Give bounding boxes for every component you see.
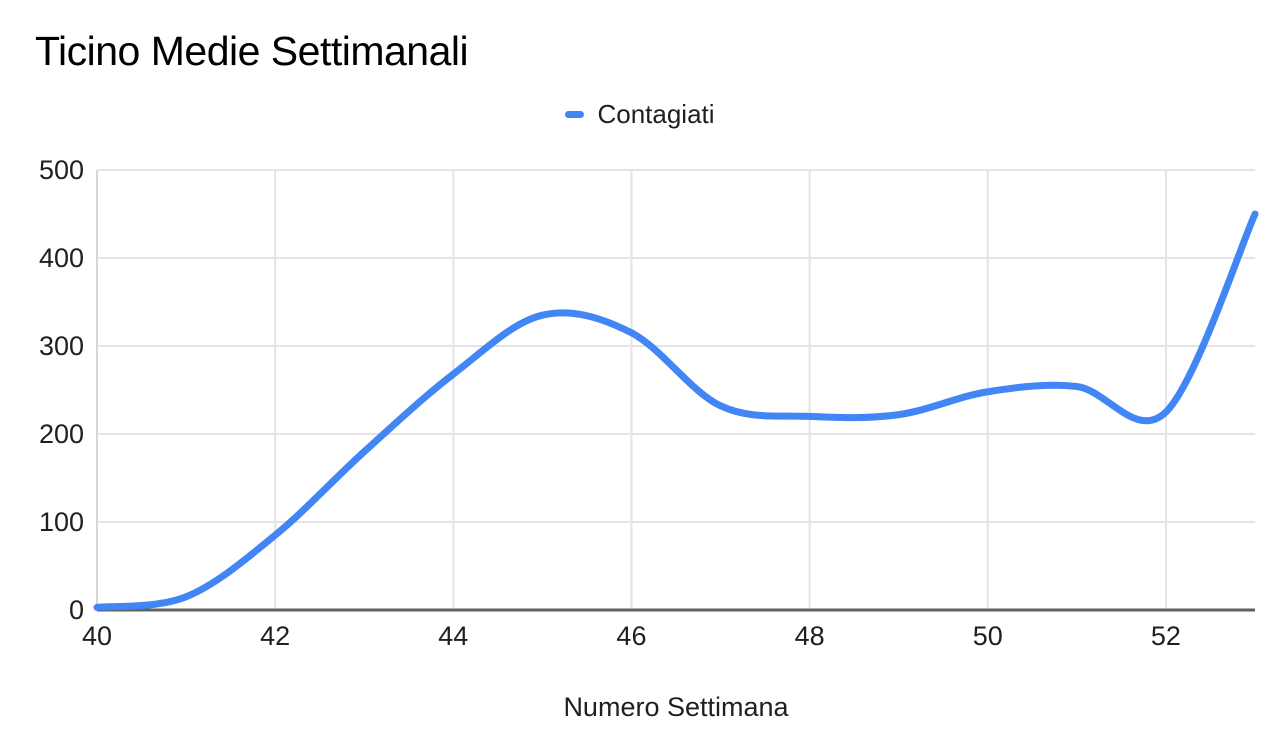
x-tick-label: 44 [438,621,469,651]
gridlines [96,169,1255,610]
y-tick-label: 400 [38,243,84,273]
y-tick-label: 500 [38,155,84,185]
x-tick-label: 40 [81,621,113,651]
y-tick-label: 200 [38,419,84,449]
legend-swatch-icon [565,111,585,118]
x-tick-label: 48 [794,621,825,651]
x-tick-label: 50 [972,621,1003,651]
x-tick-label: 42 [260,621,291,651]
y-tick-label: 100 [38,507,84,537]
x-axis-title: Numero Settimana [563,692,789,722]
y-tick-label: 0 [68,595,84,625]
y-tick-label: 300 [38,331,84,361]
series-lines [93,210,1259,611]
legend[interactable]: Contagiati [0,99,1280,130]
series-line-contagiati [93,210,1259,611]
chart-title: Ticino Medie Settimanali [35,28,469,74]
x-tick-label: 52 [1150,621,1181,651]
legend-series-label: Contagiati [597,99,715,129]
x-tick-label: 46 [616,621,647,651]
